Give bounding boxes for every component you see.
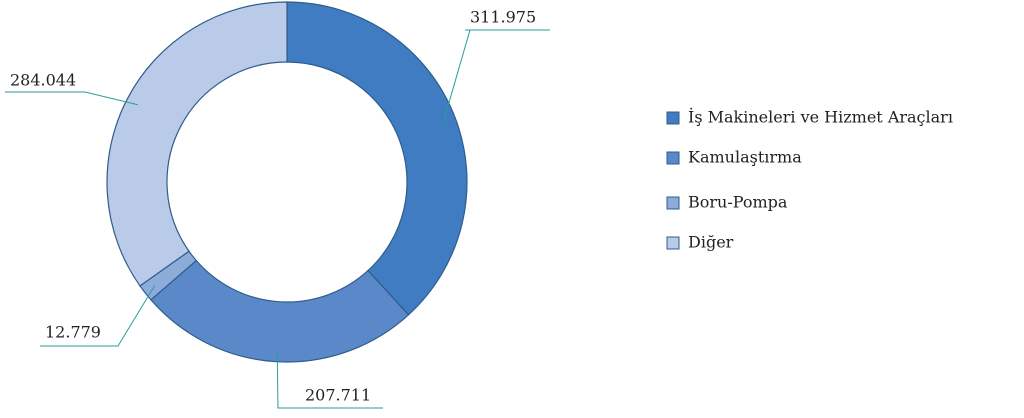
data-label: 311.975 — [470, 8, 536, 27]
donut-slice — [106, 1, 288, 287]
legend-swatch — [666, 196, 680, 210]
legend-label: Diğer — [688, 233, 734, 252]
donut-slice — [286, 1, 468, 316]
leader-line — [5, 91, 138, 106]
data-label: 284.044 — [10, 71, 76, 90]
data-label: 207.711 — [305, 386, 371, 405]
legend-swatch — [666, 151, 680, 165]
legend-label: İş Makineleri ve Hizmet Araçları — [688, 107, 953, 127]
legend-label: Kamulaştırma — [688, 148, 802, 167]
legend-label: Boru-Pompa — [688, 193, 788, 212]
legend-swatch — [666, 111, 680, 125]
leader-line — [443, 29, 550, 122]
donut-slice — [150, 259, 410, 363]
legend-swatch — [666, 236, 680, 250]
data-label: 12.779 — [45, 323, 101, 342]
